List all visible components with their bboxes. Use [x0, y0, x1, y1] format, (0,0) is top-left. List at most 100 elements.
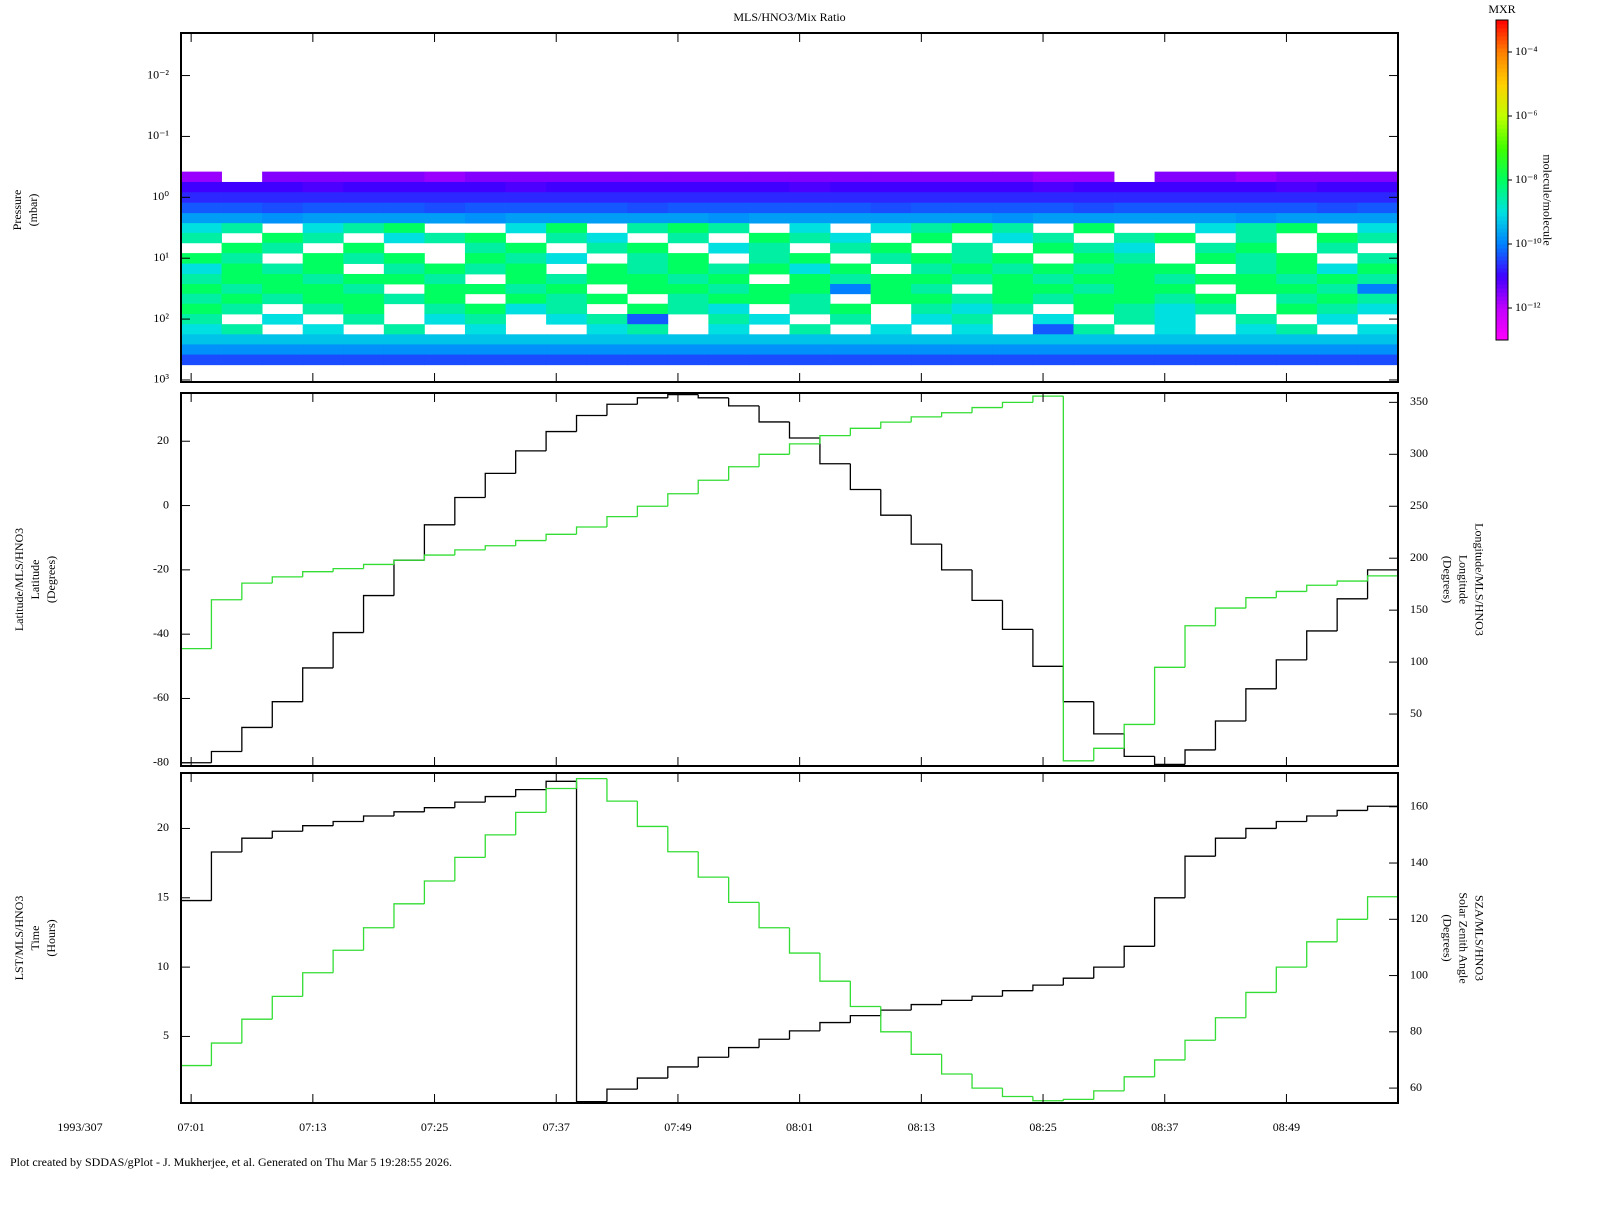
step: [758, 902, 790, 929]
step: [423, 524, 455, 561]
colorbar-slice: [1496, 68, 1508, 73]
heat-cell: [221, 354, 263, 366]
colorbar-slice: [1496, 196, 1508, 201]
heat-cell: [383, 181, 425, 193]
heat-cell: [343, 273, 385, 285]
heat-cell: [505, 293, 547, 305]
colorbar-slice: [1496, 200, 1508, 205]
step: [1214, 720, 1246, 750]
step: [728, 877, 760, 904]
heat-cell: [748, 253, 790, 264]
x-tick-label: 08:49: [1273, 1120, 1300, 1134]
heat-cell: [1114, 263, 1155, 275]
heat-cell: [1357, 202, 1399, 214]
colorbar-slice: [1496, 324, 1508, 329]
heat-cell: [221, 263, 263, 275]
heat-cell: [1235, 223, 1277, 234]
heat-cell: [1195, 344, 1237, 355]
step: [1245, 597, 1277, 609]
heat-cell: [586, 354, 628, 366]
heat-cell: [464, 313, 506, 325]
heat-cell: [181, 181, 222, 193]
step: [545, 430, 577, 451]
heat-cell: [789, 202, 831, 214]
step: [1275, 966, 1307, 993]
heat-cell: [1316, 313, 1358, 325]
heat-cell: [1195, 171, 1237, 183]
heat-cell: [789, 284, 831, 295]
step: [910, 1003, 942, 1011]
heat-cell: [1073, 223, 1115, 234]
heat-cell: [383, 202, 425, 214]
heat-cell: [181, 313, 222, 325]
step: [1306, 584, 1338, 592]
heat-cell: [951, 344, 993, 355]
heat-cell: [789, 192, 831, 204]
step: [1153, 756, 1186, 766]
heat-cell: [302, 284, 344, 295]
colorbar-slice: [1496, 212, 1508, 217]
heat-cell: [586, 334, 628, 345]
heat-cell: [383, 354, 425, 366]
heat-cell: [748, 171, 790, 183]
heat-cell: [221, 192, 263, 204]
heat-cell: [464, 213, 506, 224]
heat-cell: [505, 284, 547, 295]
step: [1093, 1090, 1125, 1100]
step: [332, 820, 364, 826]
heat-cell: [1073, 273, 1115, 285]
heat-cell: [221, 303, 263, 315]
heat-cell: [748, 313, 790, 325]
heat-cell: [627, 213, 669, 224]
heat-cell: [748, 354, 790, 366]
heat-cell: [1235, 202, 1277, 214]
step: [758, 1038, 790, 1048]
heat-cell: [911, 171, 953, 183]
y2-tick-label: 160: [1410, 799, 1428, 813]
colorbar-slice: [1496, 328, 1508, 333]
heat-cell: [992, 354, 1034, 366]
step: [940, 544, 973, 571]
heat-cell: [911, 192, 953, 204]
heat-cell: [1195, 273, 1237, 285]
heat-cell: [262, 242, 304, 254]
heat-cell: [708, 263, 750, 275]
heat-cell: [870, 171, 912, 183]
colorbar-slice: [1496, 124, 1508, 129]
heat-cell: [627, 171, 669, 183]
heat-cell: [1073, 334, 1115, 345]
axis-label: SZA/MLS/HNO3: [1472, 895, 1486, 981]
x-tick-label: 07:13: [299, 1120, 326, 1134]
step: [1093, 747, 1125, 761]
heat-cell: [1357, 192, 1399, 204]
heat-cell: [830, 284, 872, 295]
step: [271, 830, 303, 839]
step: [636, 1077, 668, 1090]
step: [454, 856, 486, 882]
heat-cell: [505, 273, 547, 285]
heat-cell: [181, 334, 222, 345]
heat-cell: [424, 303, 466, 315]
heat-cell: [911, 344, 953, 355]
heat-cell: [911, 334, 953, 345]
heat-cell: [302, 171, 344, 183]
heat-cell: [1357, 324, 1399, 335]
step: [454, 801, 486, 808]
x-tick-label: 07:37: [543, 1120, 570, 1134]
heat-cell: [424, 202, 466, 214]
step: [971, 569, 1003, 602]
colorbar-slice: [1496, 280, 1508, 285]
colorbar-slice: [1496, 40, 1508, 45]
heat-cell: [748, 232, 790, 244]
x-tick-label: 07:01: [177, 1120, 204, 1134]
colorbar-slice: [1496, 264, 1508, 269]
heat-cell: [789, 324, 831, 335]
heat-cell: [667, 213, 709, 224]
step: [575, 781, 607, 1103]
heat-cell: [830, 232, 872, 244]
step: [1366, 569, 1398, 599]
colorbar-slice: [1496, 220, 1508, 225]
y2-tick-label: 120: [1410, 911, 1428, 925]
heat-cell: [951, 263, 993, 275]
heat-cell: [1276, 354, 1318, 366]
